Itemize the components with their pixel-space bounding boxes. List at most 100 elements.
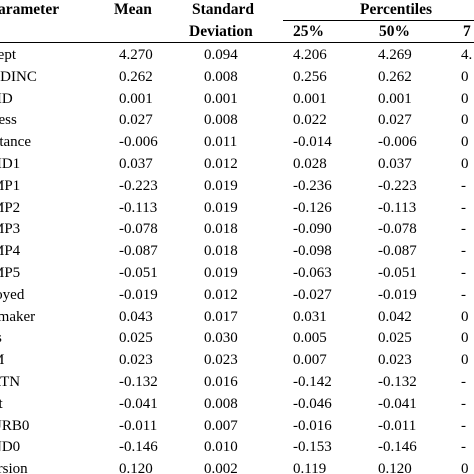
p50-value: -0.132 — [378, 374, 417, 390]
p50-value: 0.042 — [378, 308, 412, 325]
p50-value: -0.041 — [378, 395, 417, 412]
p25-value: -0.126 — [293, 199, 332, 216]
p50-value: 0.001 — [378, 90, 412, 107]
parameter-name: HD — [0, 90, 13, 107]
p25-value: 0.256 — [293, 68, 327, 85]
sd-value: 0.011 — [204, 134, 238, 151]
mean-value: 0.025 — [119, 330, 153, 347]
p75-value: 0 — [461, 68, 469, 85]
parameter-name: MP2 — [0, 199, 21, 216]
p50-value: 0.037 — [378, 156, 412, 172]
p50-value: 0.262 — [378, 68, 412, 85]
sd-value: 0.016 — [204, 374, 238, 390]
table-row: HD 0.001 0.001 0.001 0.001 0 — [0, 89, 474, 109]
mean-value: 4.270 — [119, 47, 153, 63]
header-p25: 25% — [293, 23, 324, 40]
mean-value: -0.019 — [119, 286, 158, 303]
mean-value: 0.043 — [119, 308, 153, 325]
table-row: HD1 0.037 0.012 0.028 0.037 0 — [0, 154, 474, 174]
parameter-name: ittance — [0, 134, 31, 151]
header-p50: 50% — [379, 23, 410, 40]
table-row: MP2 -0.113 0.019 -0.126 -0.113 - — [0, 198, 474, 218]
mean-value: 0.120 — [119, 461, 153, 474]
mean-value: -0.078 — [119, 221, 158, 238]
header-rule — [0, 42, 474, 43]
p75-value: 0 — [461, 461, 469, 474]
table-row: cept 4.270 0.094 4.206 4.269 4. — [0, 45, 474, 65]
mean-value: 0.037 — [119, 156, 153, 172]
mean-value: -0.087 — [119, 243, 158, 260]
parameter-name: URB0 — [0, 417, 30, 434]
header-p75: 7 — [463, 23, 471, 40]
sd-value: 0.019 — [204, 177, 238, 194]
p50-value: -0.011 — [378, 417, 417, 434]
mean-value: -0.011 — [119, 417, 158, 434]
table-row: emaker 0.043 0.017 0.031 0.042 0 — [0, 307, 474, 327]
table-row: ersion 0.120 0.002 0.119 0.120 0 — [0, 459, 474, 474]
p25-value: 0.001 — [293, 90, 327, 107]
table-row: TDINC 0.262 0.008 0.256 0.262 0 — [0, 67, 474, 87]
p75-value: 0 — [461, 308, 469, 325]
p75-value: 0 — [461, 134, 469, 151]
mean-value: 0.262 — [119, 68, 153, 85]
p50-value: 0.027 — [378, 112, 412, 129]
table-row: URB0 -0.011 0.007 -0.016 -0.011 - — [0, 416, 474, 436]
sd-value: 0.012 — [204, 286, 238, 303]
mean-value: -0.041 — [119, 395, 158, 412]
mean-value: -0.132 — [119, 374, 158, 390]
sd-value: 0.007 — [204, 417, 238, 434]
p25-value: 0.005 — [293, 330, 327, 347]
p50-value: -0.051 — [378, 265, 417, 281]
p25-value: 0.007 — [293, 352, 327, 369]
mean-value: 0.001 — [119, 90, 153, 107]
p25-value: 0.028 — [293, 156, 327, 172]
parameter-name: MP3 — [0, 221, 21, 238]
header-sd-line2: Deviation — [189, 23, 253, 40]
p75-value: 0 — [461, 90, 469, 107]
parameter-name: MP5 — [0, 265, 21, 281]
p25-value: -0.142 — [293, 374, 332, 390]
p25-value: -0.090 — [293, 221, 332, 238]
p50-value: 4.269 — [378, 47, 412, 63]
parameter-name: ness — [0, 112, 17, 129]
sd-value: 0.023 — [204, 352, 238, 369]
p25-value: -0.063 — [293, 265, 332, 281]
p75-value: 0 — [461, 112, 469, 129]
table-row: ittance -0.006 0.011 -0.014 -0.006 0 — [0, 132, 474, 152]
mean-value: -0.113 — [119, 199, 158, 216]
mean-value: -0.223 — [119, 177, 158, 194]
sd-value: 0.008 — [204, 68, 238, 85]
parameter-name: rs — [0, 328, 2, 348]
p25-value: 0.119 — [293, 461, 327, 474]
table-row: M 0.023 0.023 0.007 0.023 0 — [0, 350, 474, 370]
p75-value: - — [461, 417, 466, 434]
parameter-name: HD1 — [0, 156, 21, 172]
p75-value: - — [461, 395, 466, 412]
table-row: ND0 -0.146 0.010 -0.153 -0.146 - — [0, 437, 474, 457]
mean-value: 0.027 — [119, 112, 153, 129]
parameter-name: nt — [0, 395, 3, 412]
parameter-name: MP4 — [0, 243, 21, 260]
p75-value: - — [461, 265, 466, 281]
p75-value: - — [461, 177, 466, 194]
header-sd-line1: Standard — [192, 1, 255, 18]
table-row: ness 0.027 0.008 0.022 0.027 0 — [0, 110, 474, 130]
mean-value: 0.023 — [119, 352, 153, 369]
p75-value: - — [461, 243, 466, 260]
p25-value: -0.098 — [293, 243, 332, 260]
percentiles-rule — [283, 20, 474, 21]
sd-value: 0.030 — [204, 330, 238, 347]
table-row: MP1 -0.223 0.019 -0.236 -0.223 - — [0, 176, 474, 196]
table-row: nt -0.041 0.008 -0.046 -0.041 - — [0, 394, 474, 414]
p75-value: 0 — [461, 352, 469, 369]
header-parameter: arameter — [0, 1, 60, 18]
parameter-name: cept — [0, 47, 16, 63]
sd-value: 0.018 — [204, 221, 238, 238]
parameter-name: M — [0, 350, 4, 370]
sd-value: 0.017 — [204, 308, 238, 325]
p25-value: -0.046 — [293, 395, 332, 412]
sd-value: 0.002 — [204, 461, 238, 474]
table-row: RTN -0.132 0.016 -0.142 -0.132 - — [0, 372, 474, 392]
p75-value: - — [461, 286, 466, 303]
p75-value: - — [461, 374, 466, 390]
